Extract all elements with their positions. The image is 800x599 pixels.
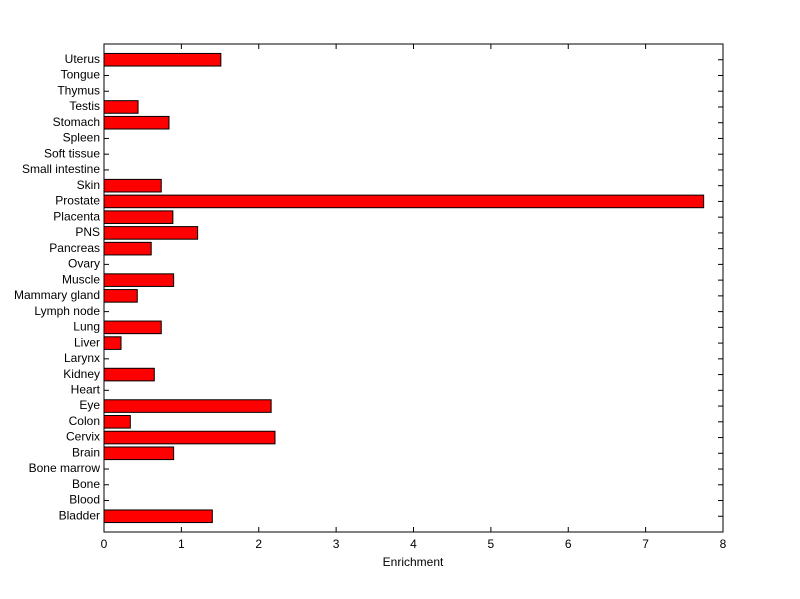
y-tick-label: Blood bbox=[69, 493, 100, 507]
bar bbox=[103, 226, 199, 240]
x-tick-label: 7 bbox=[642, 537, 649, 551]
y-tick-label: Soft tissue bbox=[44, 146, 100, 160]
x-tick-label: 2 bbox=[255, 537, 262, 551]
bar bbox=[103, 509, 213, 524]
x-axis-label: Enrichment bbox=[383, 555, 444, 569]
y-tick-label: Lymph node bbox=[34, 304, 100, 318]
y-tick-label: Kidney bbox=[63, 367, 100, 381]
x-tick-label: 3 bbox=[333, 537, 340, 551]
bar bbox=[103, 399, 272, 413]
y-tick-label: Larynx bbox=[64, 351, 100, 365]
y-tick-label: Heart bbox=[71, 382, 101, 396]
y-tick-label: PNS bbox=[75, 225, 100, 239]
y-tick-label: Tongue bbox=[61, 68, 101, 82]
y-tick-label: Lung bbox=[73, 320, 100, 334]
x-tick-label: 4 bbox=[410, 537, 417, 551]
x-tick-label: 0 bbox=[101, 537, 108, 551]
bar bbox=[103, 415, 131, 429]
y-tick-label: Bone marrow bbox=[29, 461, 101, 475]
y-tick-label: Cervix bbox=[66, 430, 100, 444]
y-tick-label: Prostate bbox=[55, 194, 100, 208]
y-tick-label: Stomach bbox=[53, 115, 100, 129]
y-tick-label: Bone bbox=[72, 477, 100, 491]
y-tick-label: Pancreas bbox=[49, 241, 100, 255]
bar bbox=[103, 336, 122, 350]
bar bbox=[103, 446, 175, 461]
y-tick-label: Placenta bbox=[53, 209, 100, 223]
bar bbox=[103, 52, 222, 67]
bar bbox=[103, 100, 139, 114]
x-tick-label: 1 bbox=[178, 537, 185, 551]
y-tick-label: Eye bbox=[79, 398, 100, 412]
bar bbox=[103, 241, 152, 256]
y-tick-label: Bladder bbox=[59, 508, 100, 522]
bar bbox=[103, 210, 174, 224]
bar bbox=[103, 178, 162, 193]
bar bbox=[103, 289, 138, 303]
bar bbox=[103, 115, 170, 130]
bar bbox=[103, 367, 155, 382]
x-tick-label: 8 bbox=[720, 537, 727, 551]
bar bbox=[103, 430, 276, 445]
x-tick-label: 6 bbox=[565, 537, 572, 551]
y-tick-label: Uterus bbox=[65, 52, 100, 66]
y-tick-label: Colon bbox=[69, 414, 100, 428]
y-tick-label: Skin bbox=[77, 178, 100, 192]
bar bbox=[103, 273, 175, 287]
bar bbox=[103, 320, 162, 335]
y-tick-label: Ovary bbox=[68, 257, 100, 271]
y-tick-label: Testis bbox=[69, 99, 100, 113]
plot-area bbox=[103, 43, 724, 533]
y-tick-label: Brain bbox=[72, 445, 100, 459]
y-tick-label: Muscle bbox=[62, 272, 100, 286]
y-tick-label: Thymus bbox=[57, 83, 100, 97]
bar bbox=[103, 194, 705, 209]
x-tick-label: 5 bbox=[488, 537, 495, 551]
y-tick-label: Liver bbox=[74, 335, 100, 349]
y-tick-label: Small intestine bbox=[22, 162, 100, 176]
y-tick-label: Mammary gland bbox=[14, 288, 100, 302]
y-tick-label: Spleen bbox=[63, 131, 100, 145]
